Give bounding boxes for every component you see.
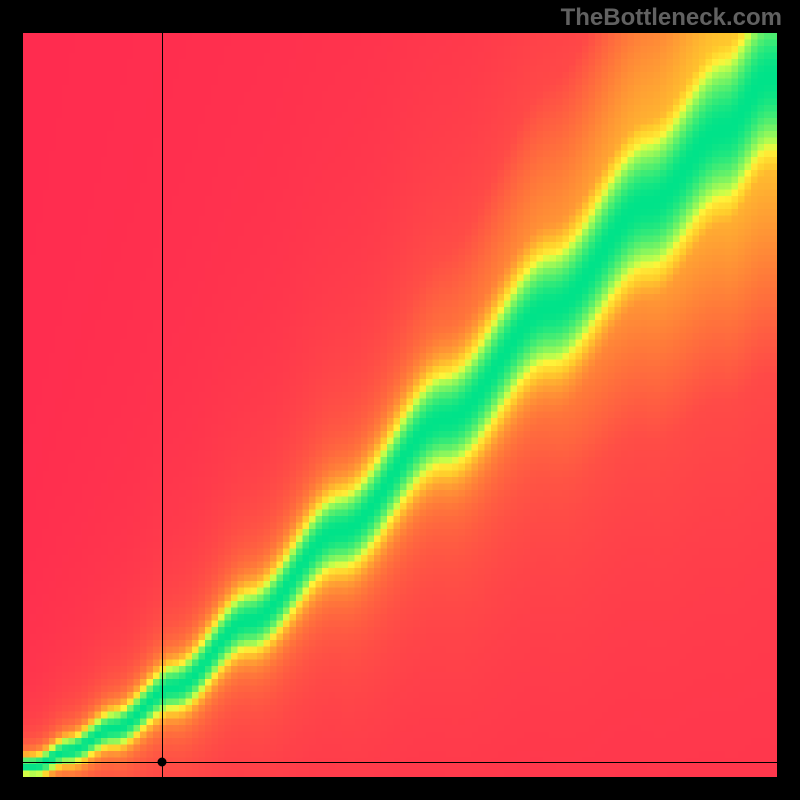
data-point-marker	[158, 758, 167, 767]
heatmap-canvas	[23, 33, 777, 777]
watermark: TheBottleneck.com	[561, 4, 782, 32]
plot-area	[23, 33, 777, 777]
guide-horizontal-line	[23, 762, 777, 763]
guide-vertical-line	[162, 33, 163, 777]
